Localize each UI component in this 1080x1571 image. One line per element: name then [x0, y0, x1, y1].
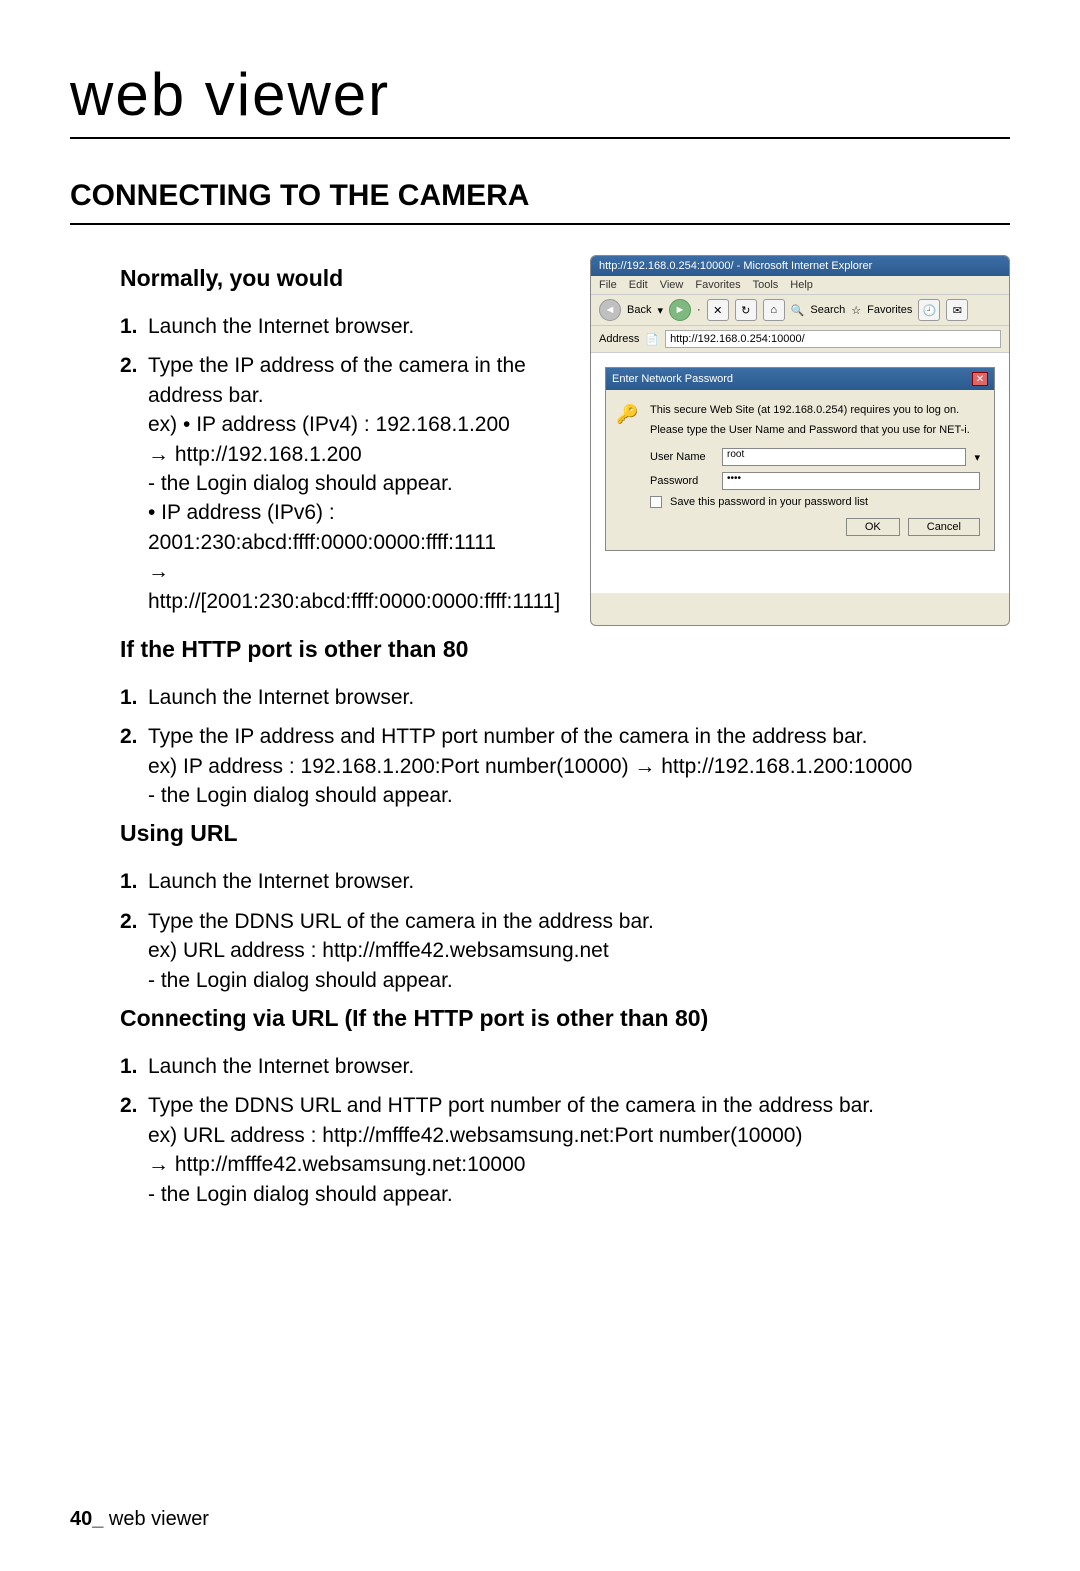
- item-text: ex) URL address : http://mfffe42.websams…: [148, 1121, 1010, 1150]
- keys-icon: 🔑: [616, 404, 638, 425]
- page-number: 40_: [70, 1508, 103, 1530]
- item-number: 1.: [120, 312, 138, 341]
- item-text: - the Login dialog should appear.: [148, 469, 570, 498]
- page-footer: 40_ web viewer: [70, 1508, 209, 1531]
- dropdown-icon[interactable]: ▾: [974, 451, 980, 464]
- item-text: Launch the Internet browser.: [148, 1055, 414, 1078]
- item-text: - the Login dialog should appear.: [148, 781, 1010, 810]
- item-text: → http://[2001:230:abcd:ffff:0000:0000:f…: [148, 557, 570, 616]
- history-icon[interactable]: 🕘: [918, 299, 940, 321]
- list-item: 1. Launch the Internet browser.: [120, 683, 1010, 712]
- item-text: ex) IP address : 192.168.1.200:Port numb…: [148, 752, 1010, 781]
- main-heading: CONNECTING TO THE CAMERA: [70, 179, 1010, 225]
- password-dialog: Enter Network Password ✕ 🔑 This secure W…: [605, 367, 995, 551]
- dialog-text: This secure Web Site (at 192.168.0.254) …: [650, 404, 980, 416]
- close-icon[interactable]: ✕: [972, 372, 988, 386]
- ie-titlebar: http://192.168.0.254:10000/ - Microsoft …: [591, 256, 1009, 276]
- ie-window-screenshot: http://192.168.0.254:10000/ - Microsoft …: [590, 255, 1010, 626]
- dialog-text: Please type the User Name and Password t…: [650, 424, 980, 436]
- menu-favorites[interactable]: Favorites: [695, 279, 740, 291]
- ie-addressbar: Address 📄 http://192.168.0.254:10000/: [591, 326, 1009, 353]
- dialog-title-text: Enter Network Password: [612, 373, 733, 385]
- section1-heading: Normally, you would: [120, 265, 570, 292]
- section2-list: 1. Launch the Internet browser. 2. Type …: [120, 683, 1010, 811]
- back-label[interactable]: Back: [627, 304, 651, 316]
- ie-title-text: http://192.168.0.254:10000/ - Microsoft …: [599, 260, 872, 272]
- section4-list: 1. Launch the Internet browser. 2. Type …: [120, 1052, 1010, 1209]
- ie-menubar: File Edit View Favorites Tools Help: [591, 276, 1009, 294]
- list-item: 1. Launch the Internet browser.: [120, 867, 1010, 896]
- favorites-icon[interactable]: ☆: [851, 304, 861, 317]
- stop-icon[interactable]: ✕: [707, 299, 729, 321]
- ie-body: Enter Network Password ✕ 🔑 This secure W…: [591, 353, 1009, 593]
- section1-list: 1. Launch the Internet browser. 2. Type …: [120, 312, 570, 616]
- save-password-label: Save this password in your password list: [670, 496, 868, 508]
- item-number: 1.: [120, 1052, 138, 1081]
- item-number: 2.: [120, 1091, 138, 1120]
- checkbox-icon[interactable]: [650, 496, 662, 508]
- username-label: User Name: [650, 451, 714, 463]
- menu-edit[interactable]: Edit: [629, 279, 648, 291]
- separator: ·: [697, 304, 701, 316]
- dialog-body: 🔑 This secure Web Site (at 192.168.0.254…: [606, 390, 994, 550]
- search-label[interactable]: Search: [810, 304, 845, 316]
- item-text: - the Login dialog should appear.: [148, 966, 1010, 995]
- page-title: web viewer: [70, 60, 1010, 139]
- username-input[interactable]: root: [722, 448, 966, 466]
- menu-help[interactable]: Help: [790, 279, 813, 291]
- item-number: 2.: [120, 907, 138, 936]
- forward-icon[interactable]: ►: [669, 299, 691, 321]
- list-item: 1. Launch the Internet browser.: [120, 312, 570, 341]
- address-input[interactable]: http://192.168.0.254:10000/: [665, 330, 1001, 348]
- item-text: ex) • IP address (IPv4) : 192.168.1.200: [148, 410, 570, 439]
- item-text: Type the DDNS URL and HTTP port number o…: [148, 1091, 1010, 1120]
- item-text: Launch the Internet browser.: [148, 315, 414, 338]
- dropdown-icon[interactable]: ▾: [657, 304, 663, 317]
- mail-icon[interactable]: ✉: [946, 299, 968, 321]
- item-text: → http://192.168.1.200: [148, 440, 570, 469]
- list-item: 1. Launch the Internet browser.: [120, 1052, 1010, 1081]
- favorites-label[interactable]: Favorites: [867, 304, 912, 316]
- section4-heading: Connecting via URL (If the HTTP port is …: [120, 1005, 1010, 1032]
- item-text: → http://mfffe42.websamsung.net:10000: [148, 1150, 1010, 1179]
- password-input[interactable]: ••••: [722, 472, 980, 490]
- item-text: - the Login dialog should appear.: [148, 1180, 1010, 1209]
- menu-file[interactable]: File: [599, 279, 617, 291]
- item-number: 2.: [120, 722, 138, 751]
- section2-heading: If the HTTP port is other than 80: [120, 636, 1010, 663]
- list-item: 2. Type the DDNS URL of the camera in th…: [120, 907, 1010, 995]
- item-text: Type the IP address of the camera in the…: [148, 351, 570, 410]
- item-number: 1.: [120, 683, 138, 712]
- menu-tools[interactable]: Tools: [753, 279, 779, 291]
- item-number: 1.: [120, 867, 138, 896]
- item-text: Launch the Internet browser.: [148, 686, 414, 709]
- search-icon[interactable]: 🔍: [791, 304, 805, 317]
- item-text: Type the DDNS URL of the camera in the a…: [148, 907, 1010, 936]
- item-text: Launch the Internet browser.: [148, 870, 414, 893]
- list-item: 2. Type the DDNS URL and HTTP port numbe…: [120, 1091, 1010, 1209]
- ok-button[interactable]: OK: [846, 518, 900, 536]
- dialog-titlebar: Enter Network Password ✕: [606, 368, 994, 390]
- item-text: Type the IP address and HTTP port number…: [148, 722, 1010, 751]
- home-icon[interactable]: ⌂: [763, 299, 785, 321]
- section3-heading: Using URL: [120, 820, 1010, 847]
- menu-view[interactable]: View: [660, 279, 684, 291]
- address-label: Address: [599, 333, 639, 345]
- item-text: • IP address (IPv6) : 2001:230:abcd:ffff…: [148, 498, 570, 557]
- password-label: Password: [650, 475, 714, 487]
- page-icon: 📄: [645, 333, 659, 346]
- list-item: 2. Type the IP address and HTTP port num…: [120, 722, 1010, 810]
- section3-list: 1. Launch the Internet browser. 2. Type …: [120, 867, 1010, 995]
- item-number: 2.: [120, 351, 138, 380]
- refresh-icon[interactable]: ↻: [735, 299, 757, 321]
- cancel-button[interactable]: Cancel: [908, 518, 980, 536]
- footer-label: web viewer: [103, 1508, 209, 1530]
- list-item: 2. Type the IP address of the camera in …: [120, 351, 570, 616]
- ie-toolbar: ◄ Back ▾ ► · ✕ ↻ ⌂ 🔍 Search ☆ Favorites …: [591, 294, 1009, 326]
- back-icon[interactable]: ◄: [599, 299, 621, 321]
- item-text: ex) URL address : http://mfffe42.websams…: [148, 936, 1010, 965]
